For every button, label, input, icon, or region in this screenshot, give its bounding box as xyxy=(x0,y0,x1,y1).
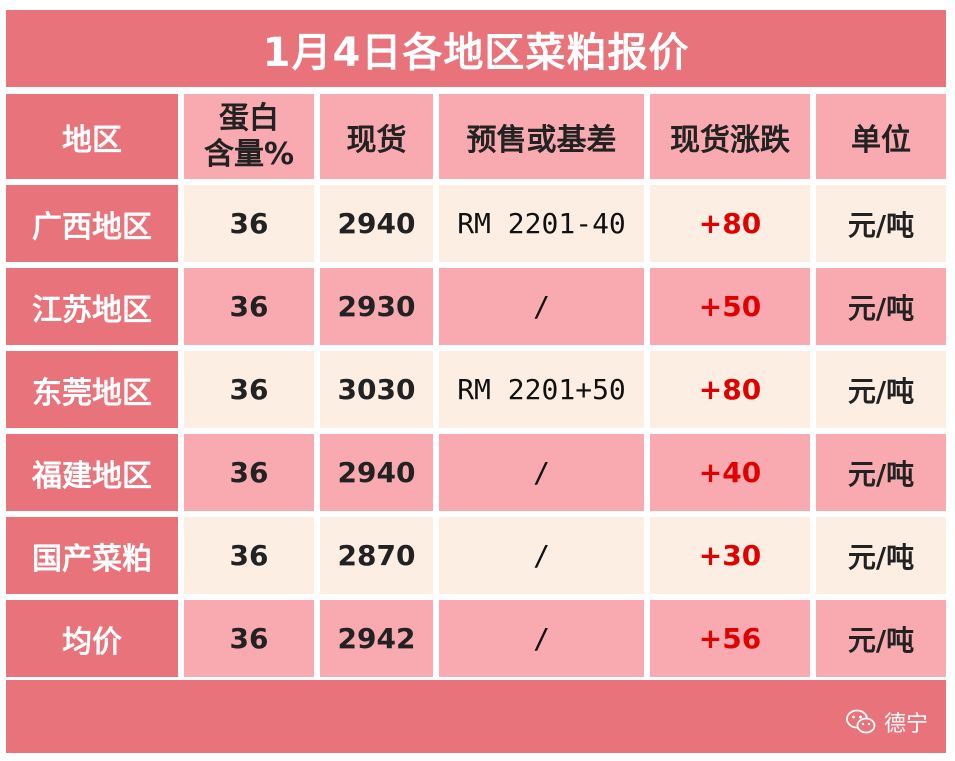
row-presale: RM 2201+50 xyxy=(439,351,644,428)
row-presale: / xyxy=(439,600,644,677)
row-spot: 2940 xyxy=(320,185,433,262)
row-protein: 36 xyxy=(184,351,314,428)
row-change: +80 xyxy=(650,185,810,262)
row-presale: / xyxy=(439,517,644,594)
wechat-icon xyxy=(846,709,876,734)
price-sheet: 1月4日各地区菜粕报价 地区 蛋白 含量% 现货 预售或基差 现货涨跌 单位 广… xyxy=(6,10,946,753)
row-protein: 36 xyxy=(184,517,314,594)
row-protein: 36 xyxy=(184,185,314,262)
header-protein: 蛋白 含量% xyxy=(184,94,314,179)
row-spot: 3030 xyxy=(320,351,433,428)
row-change: +80 xyxy=(650,351,810,428)
row-unit: 元/吨 xyxy=(816,517,946,594)
row-spot: 2870 xyxy=(320,517,433,594)
row-region: 福建地区 xyxy=(6,434,178,511)
row-unit: 元/吨 xyxy=(816,351,946,428)
row-change: +56 xyxy=(650,600,810,677)
watermark-text: 德宁 xyxy=(883,712,928,737)
row-spot: 2942 xyxy=(320,600,433,677)
row-protein: 36 xyxy=(184,268,314,345)
header-presale: 预售或基差 xyxy=(439,94,644,179)
row-change: +40 xyxy=(650,434,810,511)
row-presale: / xyxy=(439,268,644,345)
row-region: 东莞地区 xyxy=(6,351,178,428)
row-protein: 36 xyxy=(184,600,314,677)
row-presale: / xyxy=(439,434,644,511)
footer-bar: 德宁 xyxy=(6,680,946,753)
header-protein-line1: 蛋白 xyxy=(219,100,279,136)
row-presale: RM 2201-40 xyxy=(439,185,644,262)
title-bar: 1月4日各地区菜粕报价 xyxy=(6,10,946,87)
row-unit: 元/吨 xyxy=(816,268,946,345)
row-spot: 2930 xyxy=(320,268,433,345)
row-region: 国产菜粕 xyxy=(6,517,178,594)
row-region: 广西地区 xyxy=(6,185,178,262)
row-region: 均价 xyxy=(6,600,178,677)
header-region: 地区 xyxy=(6,94,178,179)
row-change: +30 xyxy=(650,517,810,594)
row-protein: 36 xyxy=(184,434,314,511)
header-protein-line2: 含量% xyxy=(203,136,295,172)
header-unit: 单位 xyxy=(816,94,946,179)
header-change: 现货涨跌 xyxy=(650,94,810,179)
row-spot: 2940 xyxy=(320,434,433,511)
row-unit: 元/吨 xyxy=(816,600,946,677)
row-unit: 元/吨 xyxy=(816,434,946,511)
row-region: 江苏地区 xyxy=(6,268,178,345)
row-unit: 元/吨 xyxy=(816,185,946,262)
header-spot: 现货 xyxy=(320,94,433,179)
watermark: 德宁 xyxy=(846,706,928,738)
row-change: +50 xyxy=(650,268,810,345)
page-title: 1月4日各地区菜粕报价 xyxy=(262,29,690,76)
price-table: 地区 蛋白 含量% 现货 预售或基差 现货涨跌 单位 广西地区 36 2940 … xyxy=(6,94,946,677)
